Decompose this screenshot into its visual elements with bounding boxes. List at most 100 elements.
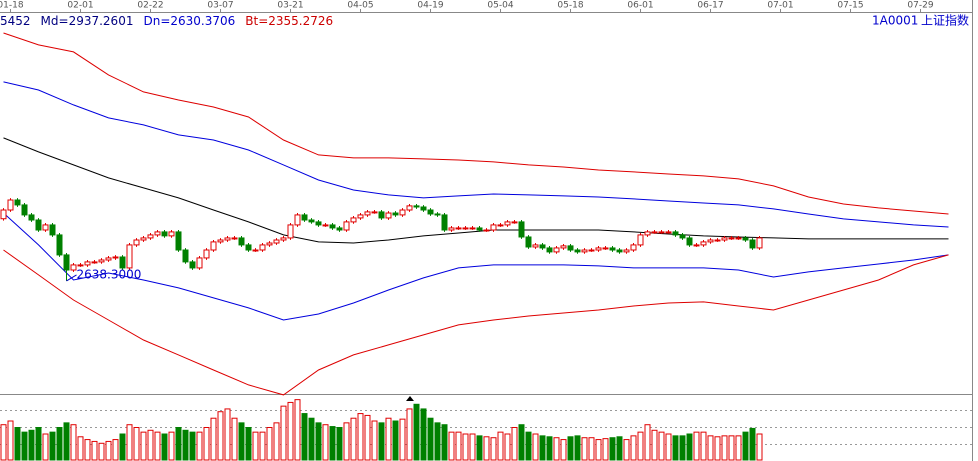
candle-body: [287, 224, 294, 239]
candle-body: [196, 257, 203, 269]
candle-body: [7, 199, 14, 211]
candle-body: [623, 249, 630, 253]
volume-bar: [105, 440, 112, 461]
volume-bar: [560, 439, 567, 461]
candle-body: [42, 224, 49, 231]
candle-body: [609, 247, 616, 251]
candle-body: [728, 237, 735, 240]
candle-body: [245, 244, 252, 251]
volume-bar: [147, 429, 154, 461]
x-tick-label: 03-07: [207, 1, 233, 11]
volume-bar: [588, 437, 595, 461]
candle-body: [77, 264, 84, 267]
candle-body: [413, 205, 420, 208]
volume-bar: [315, 422, 322, 461]
candle-body: [427, 209, 434, 215]
candle-body: [721, 237, 728, 241]
candle-body: [448, 227, 455, 231]
x-tick-label: 04-19: [417, 1, 443, 11]
candle-body: [301, 214, 308, 221]
candle-body: [518, 221, 525, 238]
candle-body: [469, 227, 476, 230]
band-line: [3, 137, 949, 244]
volume-bar: [637, 431, 644, 461]
candle-body: [511, 221, 518, 224]
volume-bar: [252, 431, 259, 461]
volume-bar: [63, 422, 70, 461]
candle-body: [175, 231, 182, 251]
candle-body: [665, 231, 672, 234]
volume-bar: [259, 431, 266, 461]
candle-body: [700, 241, 707, 246]
candle-body: [322, 224, 329, 227]
volume-bar: [0, 424, 7, 461]
candle-body: [378, 211, 385, 219]
volume-bar: [273, 422, 280, 461]
candle-body: [595, 247, 602, 251]
candle-body: [455, 227, 462, 230]
volume-bar: [448, 431, 455, 461]
candle-body: [371, 211, 378, 214]
volume-bar: [693, 431, 700, 461]
volume-bar: [406, 408, 413, 461]
candle-body: [434, 213, 441, 216]
volume-bar: [91, 440, 98, 461]
x-tick-label: 05-18: [557, 1, 583, 11]
volume-bar: [42, 433, 49, 461]
volume-bar: [294, 399, 301, 461]
volume-bar: [364, 414, 371, 461]
volume-bar: [441, 424, 448, 461]
volume-bar: [14, 427, 21, 461]
candle-body: [392, 212, 399, 216]
candle-body: [105, 257, 112, 261]
volume-bar: [546, 436, 553, 461]
volume-bar: [749, 427, 756, 461]
candle-body: [581, 249, 588, 253]
candle-body: [553, 247, 560, 253]
candle-body: [588, 249, 595, 252]
volume-bar: [707, 435, 714, 461]
candle-body: [210, 241, 217, 251]
volume-bar: [308, 417, 315, 461]
header-item: 5452: [0, 14, 31, 28]
volume-bar: [49, 431, 56, 461]
volume-bar: [616, 436, 623, 461]
volume-bar: [581, 437, 588, 461]
volume-bar: [175, 427, 182, 461]
candle-body: [539, 244, 546, 249]
volume-bar: [336, 427, 343, 461]
x-tick-label: 05-04: [487, 1, 513, 11]
candle-body: [154, 231, 161, 236]
volume-bar: [399, 418, 406, 461]
indicator-header: 5452 Md=2937.2601 Dn=2630.3706 Bt=2355.2726: [0, 14, 333, 28]
volume-bar: [154, 431, 161, 461]
candle-body: [140, 237, 147, 241]
volume-bar: [231, 417, 238, 461]
candle-body: [686, 237, 693, 246]
candle-body: [546, 247, 553, 253]
candle-body: [161, 231, 168, 237]
header-item: Dn=2630.3706: [143, 14, 235, 28]
x-tick-label: 02-01: [67, 1, 93, 11]
volume-bar: [217, 411, 224, 461]
volume-bar: [322, 424, 329, 461]
annotation-leader: [66, 274, 77, 282]
candle-body: [63, 254, 70, 271]
candle-body: [714, 239, 721, 242]
volume-bar: [140, 431, 147, 461]
volume-bar: [504, 433, 511, 461]
volume-bar: [119, 433, 126, 461]
candle-body: [189, 261, 196, 269]
volume-bar: [287, 401, 294, 461]
volume-bar: [672, 435, 679, 461]
candle-body: [735, 237, 742, 240]
candle-body: [385, 212, 392, 219]
volume-bar: [385, 417, 392, 461]
volume-bar: [371, 420, 378, 461]
candle-body: [532, 244, 539, 248]
volume-bar: [742, 431, 749, 461]
candle-body: [119, 256, 126, 269]
candle-body: [350, 217, 357, 223]
volume-bar: [112, 439, 119, 461]
